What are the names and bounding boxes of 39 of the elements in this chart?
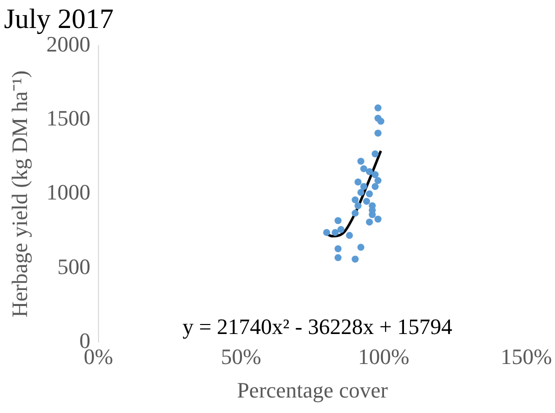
point: [357, 188, 364, 196]
point: [352, 256, 359, 263]
point: [368, 211, 376, 218]
y-tick-label: 1500: [46, 106, 90, 131]
x-tick-label: 50%: [220, 344, 262, 370]
point: [363, 198, 370, 205]
point: [372, 150, 379, 158]
point: [357, 158, 364, 165]
x-axis-title: Percentage cover: [236, 378, 388, 403]
point: [352, 210, 359, 217]
x-tick-label: 100%: [358, 344, 410, 370]
point: [377, 118, 384, 125]
point: [374, 130, 382, 137]
point: [334, 254, 342, 262]
point: [366, 168, 373, 176]
point: [360, 182, 368, 190]
point: [332, 228, 339, 236]
y-axis-title: Herbage yield (kg DM ha⁻¹): [6, 70, 32, 318]
point: [352, 196, 359, 204]
annotation: y = 21740x² - 36228x + 15794: [182, 314, 452, 340]
point: [334, 245, 342, 252]
point: [360, 165, 368, 172]
point: [372, 171, 379, 178]
point: [337, 226, 344, 233]
x-tick-label: 150%: [500, 344, 552, 370]
point: [366, 190, 373, 198]
point: [372, 182, 379, 190]
point: [374, 177, 382, 184]
point: [366, 218, 373, 226]
point: [354, 202, 362, 210]
point: [334, 217, 342, 224]
y-tick-label: 500: [57, 254, 90, 279]
point: [354, 178, 362, 186]
point: [346, 232, 353, 239]
point: [323, 228, 330, 236]
y-tick-label: 1000: [46, 180, 90, 205]
point: [374, 216, 382, 223]
point: [357, 244, 364, 251]
point: [374, 104, 382, 112]
